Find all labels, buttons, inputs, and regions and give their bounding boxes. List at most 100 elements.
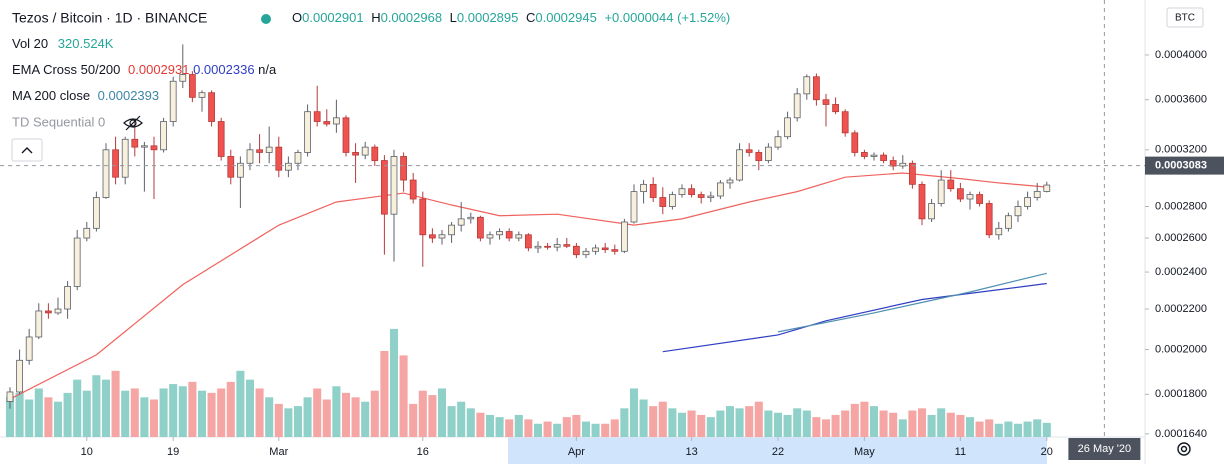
volume-bar xyxy=(725,406,735,437)
volume-bar xyxy=(418,390,427,437)
volume-bar xyxy=(351,397,360,437)
y-tick-label: 0.0004000 xyxy=(1155,49,1207,61)
legend-td: TD Sequential 0 xyxy=(12,114,105,129)
candle-body xyxy=(784,117,791,138)
volume-bar xyxy=(879,410,888,437)
volume-bar xyxy=(437,388,447,437)
currency-label: BTC xyxy=(1175,13,1195,24)
candle-body xyxy=(400,156,407,181)
candle-body xyxy=(371,146,379,161)
legend-value: 320.524K xyxy=(58,36,114,51)
volume-bar xyxy=(562,417,571,437)
candle-body xyxy=(870,154,878,157)
market-status-dot xyxy=(261,14,271,24)
volume-bar xyxy=(629,388,639,437)
candle-body xyxy=(928,203,935,220)
settings-icon[interactable] xyxy=(1177,442,1191,456)
candle-body xyxy=(256,149,263,153)
candle-body xyxy=(25,336,33,361)
ohlc-label: L xyxy=(450,10,457,25)
volume-bar xyxy=(466,408,475,437)
volume-bar xyxy=(514,414,523,437)
candle-body xyxy=(73,237,81,287)
change-percent: (+1.52%) xyxy=(677,10,730,25)
volume-bar xyxy=(649,406,658,437)
candle-body xyxy=(909,162,916,185)
y-tick-label: 0.0003200 xyxy=(1155,144,1207,156)
volume-bar xyxy=(73,379,82,437)
x-tick-label: 10 xyxy=(81,446,93,458)
candle-body xyxy=(697,194,705,198)
candle-body xyxy=(765,146,772,161)
candle-body xyxy=(947,179,955,190)
candle-body xyxy=(899,162,907,167)
candle-body xyxy=(688,188,695,195)
ohlc-value: 0.0002945 xyxy=(535,10,596,25)
volume-bar xyxy=(620,408,629,437)
legend-name: EMA Cross 50/200 xyxy=(12,62,120,77)
crosshair-date-label: 26 May '20 xyxy=(1078,443,1131,455)
candle-body xyxy=(640,183,647,193)
legend-value: 0.0002336 xyxy=(193,62,254,77)
candle-body xyxy=(822,99,830,105)
candle-body xyxy=(121,138,129,178)
candle-body xyxy=(1005,215,1012,229)
candle-body xyxy=(832,104,839,113)
candle-body xyxy=(889,160,897,167)
volume-bar xyxy=(101,379,111,437)
volume-bar xyxy=(572,414,581,437)
ohlc-row: O0.0002901 H0.0002968 L0.0002895 C0.0002… xyxy=(292,10,730,25)
y-tick-label: 0.0002200 xyxy=(1155,303,1207,315)
candle-body xyxy=(198,92,206,98)
volume-bar xyxy=(927,414,936,437)
volume-bar xyxy=(533,423,543,437)
volume-bar xyxy=(322,399,331,437)
volume-bar xyxy=(245,379,255,437)
candle-body xyxy=(717,182,724,197)
candle-body xyxy=(275,146,283,171)
volume-bar xyxy=(677,412,687,437)
volume-bar xyxy=(457,401,466,437)
volume-bar xyxy=(265,397,274,437)
y-tick-label: 0.0001800 xyxy=(1155,388,1207,400)
candle-body xyxy=(813,76,820,101)
volume-bar xyxy=(1042,422,1051,437)
indicator-line xyxy=(662,282,1047,353)
volume-bar xyxy=(63,392,72,437)
volume-bar xyxy=(447,406,456,437)
candle-body xyxy=(189,74,196,98)
candle-body xyxy=(1043,184,1051,192)
plot-area xyxy=(5,44,1051,437)
candle-body xyxy=(851,132,859,153)
volume-bar xyxy=(53,401,63,437)
volume-bar xyxy=(121,390,130,437)
volume-bar xyxy=(284,408,293,437)
candle-body xyxy=(419,198,427,236)
volume-bar xyxy=(428,395,437,437)
volume-bar xyxy=(898,419,907,437)
volume-bar xyxy=(591,423,600,437)
volume-bar xyxy=(869,406,879,437)
candle-body xyxy=(918,183,926,220)
y-tick-label: 0.0001640 xyxy=(1155,428,1207,440)
volume-bar xyxy=(82,390,91,437)
volume-bar xyxy=(25,399,34,437)
volume-bar xyxy=(332,386,341,437)
volume-bar xyxy=(735,408,744,437)
volume-bar xyxy=(313,388,322,437)
currency-badge[interactable]: BTC xyxy=(1166,7,1204,28)
volume-bar xyxy=(716,410,725,437)
collapse-button[interactable] xyxy=(11,138,43,162)
hide-icon[interactable] xyxy=(123,115,143,131)
candle-body xyxy=(6,391,14,402)
candle-body xyxy=(237,162,244,178)
candle-body xyxy=(515,234,523,239)
ohlc-label: O xyxy=(292,10,302,25)
volume-bar xyxy=(217,388,226,437)
volume-bar xyxy=(543,421,552,437)
candle-body xyxy=(352,152,359,156)
candle-body xyxy=(1024,197,1031,207)
volume-bar xyxy=(975,421,984,437)
candle-body xyxy=(726,179,734,184)
